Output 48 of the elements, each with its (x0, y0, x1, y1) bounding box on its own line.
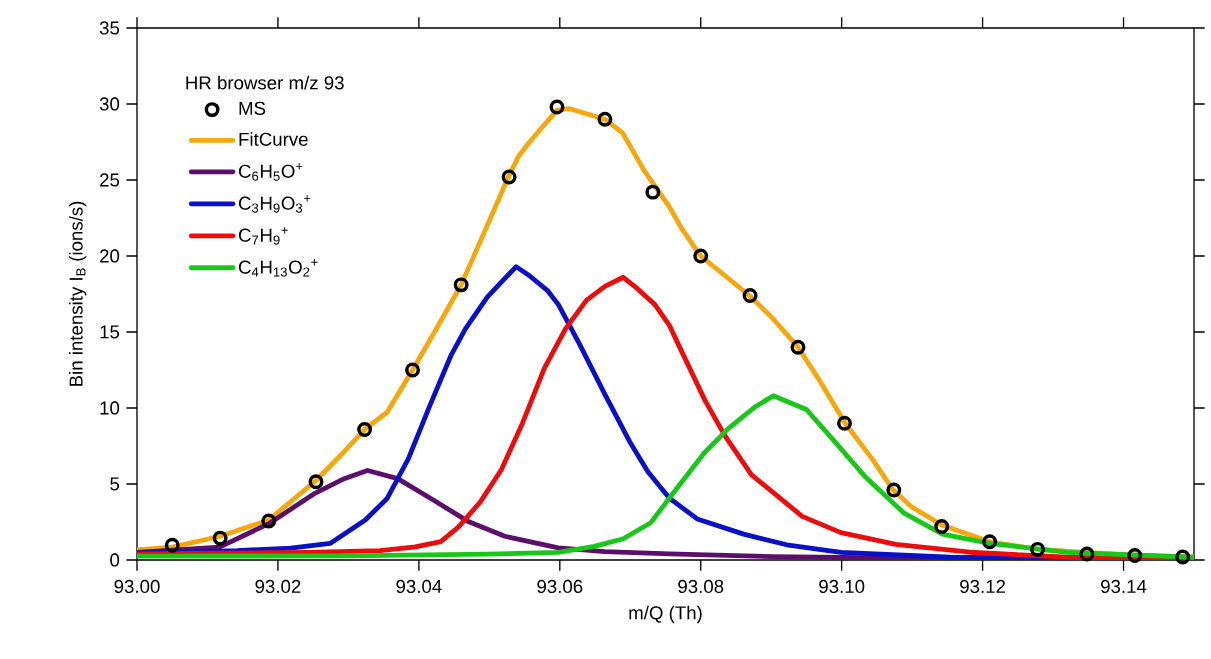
x-tick-label: 93.12 (960, 579, 1006, 594)
point (886, 482, 902, 498)
legend-label: FitCurve (239, 132, 308, 146)
point (982, 534, 998, 550)
point (790, 339, 806, 355)
x-tick-label: 93.14 (1101, 579, 1147, 594)
y-tick-label: 20 (100, 249, 120, 263)
point (501, 169, 517, 185)
point (212, 530, 228, 546)
x-tick-label: 93.10 (819, 579, 865, 594)
x-tick-label: 93.02 (255, 579, 301, 594)
legend-label: C$_{4}$H$_{13}$O$_{2}$+ (238, 259, 318, 277)
y-tick-label: 35 (99, 21, 120, 35)
point (645, 184, 661, 200)
point (837, 415, 852, 431)
point (308, 474, 324, 490)
line-series (137, 393, 1194, 560)
point (1079, 546, 1095, 562)
y-tick-label: 5 (110, 477, 120, 491)
legend-label: C$_{6}$H$_{5}$O$^{+}$ (238, 163, 303, 181)
point (597, 111, 613, 127)
point (742, 288, 758, 303)
point (357, 421, 373, 437)
legend-label: MS (239, 101, 266, 115)
point (693, 248, 709, 264)
point (1175, 549, 1191, 565)
y-tick-label: 0 (110, 553, 120, 567)
x-axis-title: m/Q (Th) (629, 605, 702, 624)
point (453, 277, 469, 293)
x-tick-label: 93.08 (678, 579, 724, 594)
y-tick-label: 15 (100, 325, 120, 339)
point (164, 537, 180, 553)
x-tick-label: 93.00 (114, 579, 160, 594)
point (1030, 541, 1046, 557)
y-axis-title: Bin intensity I$_{B}$ (ions/s) (68, 201, 87, 386)
legend-label: C$_{7}$H$_{9}$+ (238, 227, 288, 245)
point (934, 519, 950, 535)
y-tick-label: 10 (100, 401, 120, 415)
legend-label: C$_{3}$H$_{9}$O$_{3}$+ (238, 195, 311, 213)
point (549, 99, 565, 115)
legend-title: HR browser m/z 93 (186, 75, 344, 90)
y-tick-label: 25 (100, 173, 120, 187)
point (261, 513, 277, 529)
x-tick-label: 93.06 (537, 579, 583, 594)
point (405, 362, 420, 378)
y-tick-label: 30 (99, 97, 120, 111)
point (1127, 547, 1143, 563)
x-tick-label: 93.04 (396, 579, 442, 594)
